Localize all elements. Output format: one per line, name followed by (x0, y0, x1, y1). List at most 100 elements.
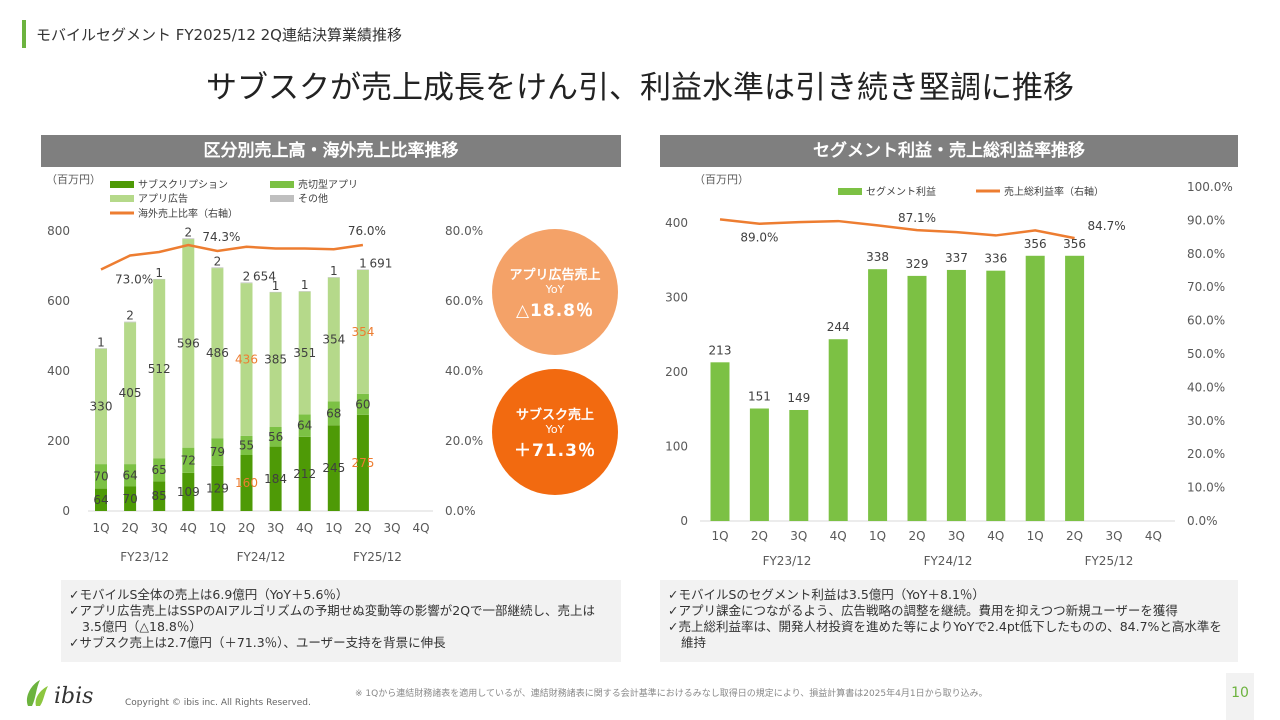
bar-value-label: 2 (184, 225, 192, 239)
x-tick-label: 4Q (987, 529, 1004, 543)
x-tick-label: 2Q (1066, 529, 1083, 543)
y-tick-label: 400 (47, 364, 70, 378)
y-tick-label: 300 (665, 291, 688, 305)
ad-bubble-value: △18.8％ (515, 300, 595, 321)
x-tick-label: 2Q (354, 521, 371, 535)
y2-tick-label: 10.0% (1187, 481, 1225, 495)
bar-segment (153, 458, 166, 482)
x-tick-label: 4Q (830, 529, 847, 543)
fiscal-year-label: FY25/12 (1085, 554, 1134, 568)
profit-bar (1025, 255, 1045, 521)
profit-bar (828, 339, 848, 521)
x-tick-label: 1Q (711, 529, 728, 543)
gross-margin-line (719, 218, 1075, 240)
bar-segment (211, 438, 224, 466)
bar-segment (269, 292, 282, 427)
bar-value-label: 336 (984, 252, 1007, 266)
left-panel-header: 区分別売上高・海外売上比率推移 (41, 135, 621, 167)
profit-bar (868, 269, 888, 521)
y2-tick-label: 80.0% (445, 224, 483, 238)
bar-segment (327, 401, 340, 426)
y2-tick-label: 60.0% (445, 294, 483, 308)
y2-tick-label: 20.0% (445, 434, 483, 448)
y2-tick-label: 80.0% (1187, 247, 1225, 261)
x-tick-label: 4Q (180, 521, 197, 535)
legend-entry: 海外売上比率（右軸） (138, 207, 238, 220)
x-tick-label: 1Q (325, 521, 342, 535)
legend-entry: セグメント利益 (866, 185, 936, 198)
left-notes: ✓モバイルS全体の売上は6.9億円（YoY＋5.6％） ✓アプリ広告売上はSSP… (61, 580, 621, 662)
section-title: モバイルセグメント FY2025/12 2Q連結決算業績推移 (36, 26, 402, 44)
bar-segment (327, 277, 340, 278)
bar-value-label: 337 (945, 251, 968, 265)
left-note-2: ✓アプリ広告売上はSSPのAIアルゴリズムの予期せぬ変動等の影響が2Qで一部継続… (69, 603, 596, 634)
bar-value-label: 512 (148, 362, 171, 376)
bar-value-label: 213 (709, 343, 732, 357)
x-tick-label: 3Q (383, 521, 400, 535)
legend-entry: 売上総利益率（右軸） (1004, 185, 1104, 198)
bar-segment (153, 279, 166, 459)
x-tick-label: 4Q (1145, 529, 1162, 543)
x-tick-label: 4Q (296, 521, 313, 535)
bar-value-label: 1 (301, 278, 309, 292)
bar-segment (298, 291, 311, 415)
y2-tick-label: 60.0% (1187, 314, 1225, 328)
y2-tick-label: 50.0% (1187, 347, 1225, 361)
bar-value-label: 1 (155, 266, 163, 280)
page-headline: サブスクが売上成長をけん引、利益水準は引き続き堅調に推移 (206, 70, 1074, 106)
bar-segment (95, 488, 107, 511)
bar-value-label: 1 (359, 257, 367, 271)
bar-value-label: 56 (268, 430, 283, 444)
bar-value-label: 275 (351, 456, 374, 470)
bar-segment (356, 414, 369, 511)
bar-segment (356, 393, 369, 415)
sub-bubble-value: ＋71.3％ (514, 440, 596, 461)
legend-entry: サブスクリプション (138, 178, 228, 191)
line-value-label: 73.0% (115, 273, 153, 287)
copyright: Copyright © ibis inc. All Rights Reserve… (125, 698, 311, 708)
fiscal-year-label: FY23/12 (120, 550, 169, 564)
bar-segment (124, 464, 137, 487)
footer-note: ※ 1Qから連結財務諸表を適用しているが、連結財務諸表に関する会計基準におけるみ… (355, 689, 988, 699)
bar-value-label: 356 (1063, 237, 1086, 251)
x-tick-label: 2Q (751, 529, 768, 543)
bar-value-label: 244 (827, 320, 850, 334)
y2-tick-label: 40.0% (1187, 380, 1225, 394)
bar-segment (327, 425, 340, 511)
profit-bar (710, 362, 730, 521)
bar-value-label: 65 (152, 463, 167, 477)
bar-segment (153, 481, 166, 511)
bar-value-label: 385 (264, 353, 287, 367)
bar-value-label: 354 (322, 333, 345, 347)
y-tick-label: 100 (665, 440, 688, 454)
bar-segment (269, 446, 282, 511)
legend-swatch (270, 181, 294, 188)
x-tick-label: 3Q (1105, 529, 1122, 543)
ad-revenue-yoy-bubble: アプリ広告売上 YoY △18.8％ (492, 229, 618, 355)
bar-segment (124, 486, 137, 511)
bar-value-label: 356 (1024, 237, 1047, 251)
bar-value-label: 129 (206, 481, 229, 495)
bar-segment (95, 464, 107, 489)
bar-segment (124, 322, 137, 465)
fiscal-year-label: FY25/12 (353, 550, 402, 564)
logo-text: ibis (54, 684, 93, 709)
x-tick-label: 3Q (790, 529, 807, 543)
overseas-ratio-line (100, 243, 364, 271)
x-tick-label: 3Q (151, 521, 168, 535)
y-tick-label: 800 (47, 224, 70, 238)
bar-value-label: 64 (93, 493, 108, 507)
y-tick-label: 200 (47, 434, 70, 448)
right-note-1: ✓モバイルSのセグメント利益は3.5億円（YoY＋8.1％） (668, 587, 985, 602)
line-value-label: 89.0% (740, 231, 778, 245)
bar-value-label: 64 (297, 419, 312, 433)
right-note-2: ✓アプリ課金につながるよう、広告戦略の調整を継続。費用を抑えつつ新規ユーザーを獲… (668, 603, 1178, 618)
bar-value-label: 149 (787, 391, 810, 405)
ibis-logo: ibis (26, 680, 93, 709)
fiscal-year-label: FY23/12 (763, 554, 812, 568)
bar-value-label: 1 (97, 335, 105, 349)
y-tick-label: 200 (665, 365, 688, 379)
bar-segment (269, 427, 282, 447)
bar-value-label: 79 (210, 445, 225, 459)
right-panel-header: セグメント利益・売上総利益率推移 (660, 135, 1238, 167)
